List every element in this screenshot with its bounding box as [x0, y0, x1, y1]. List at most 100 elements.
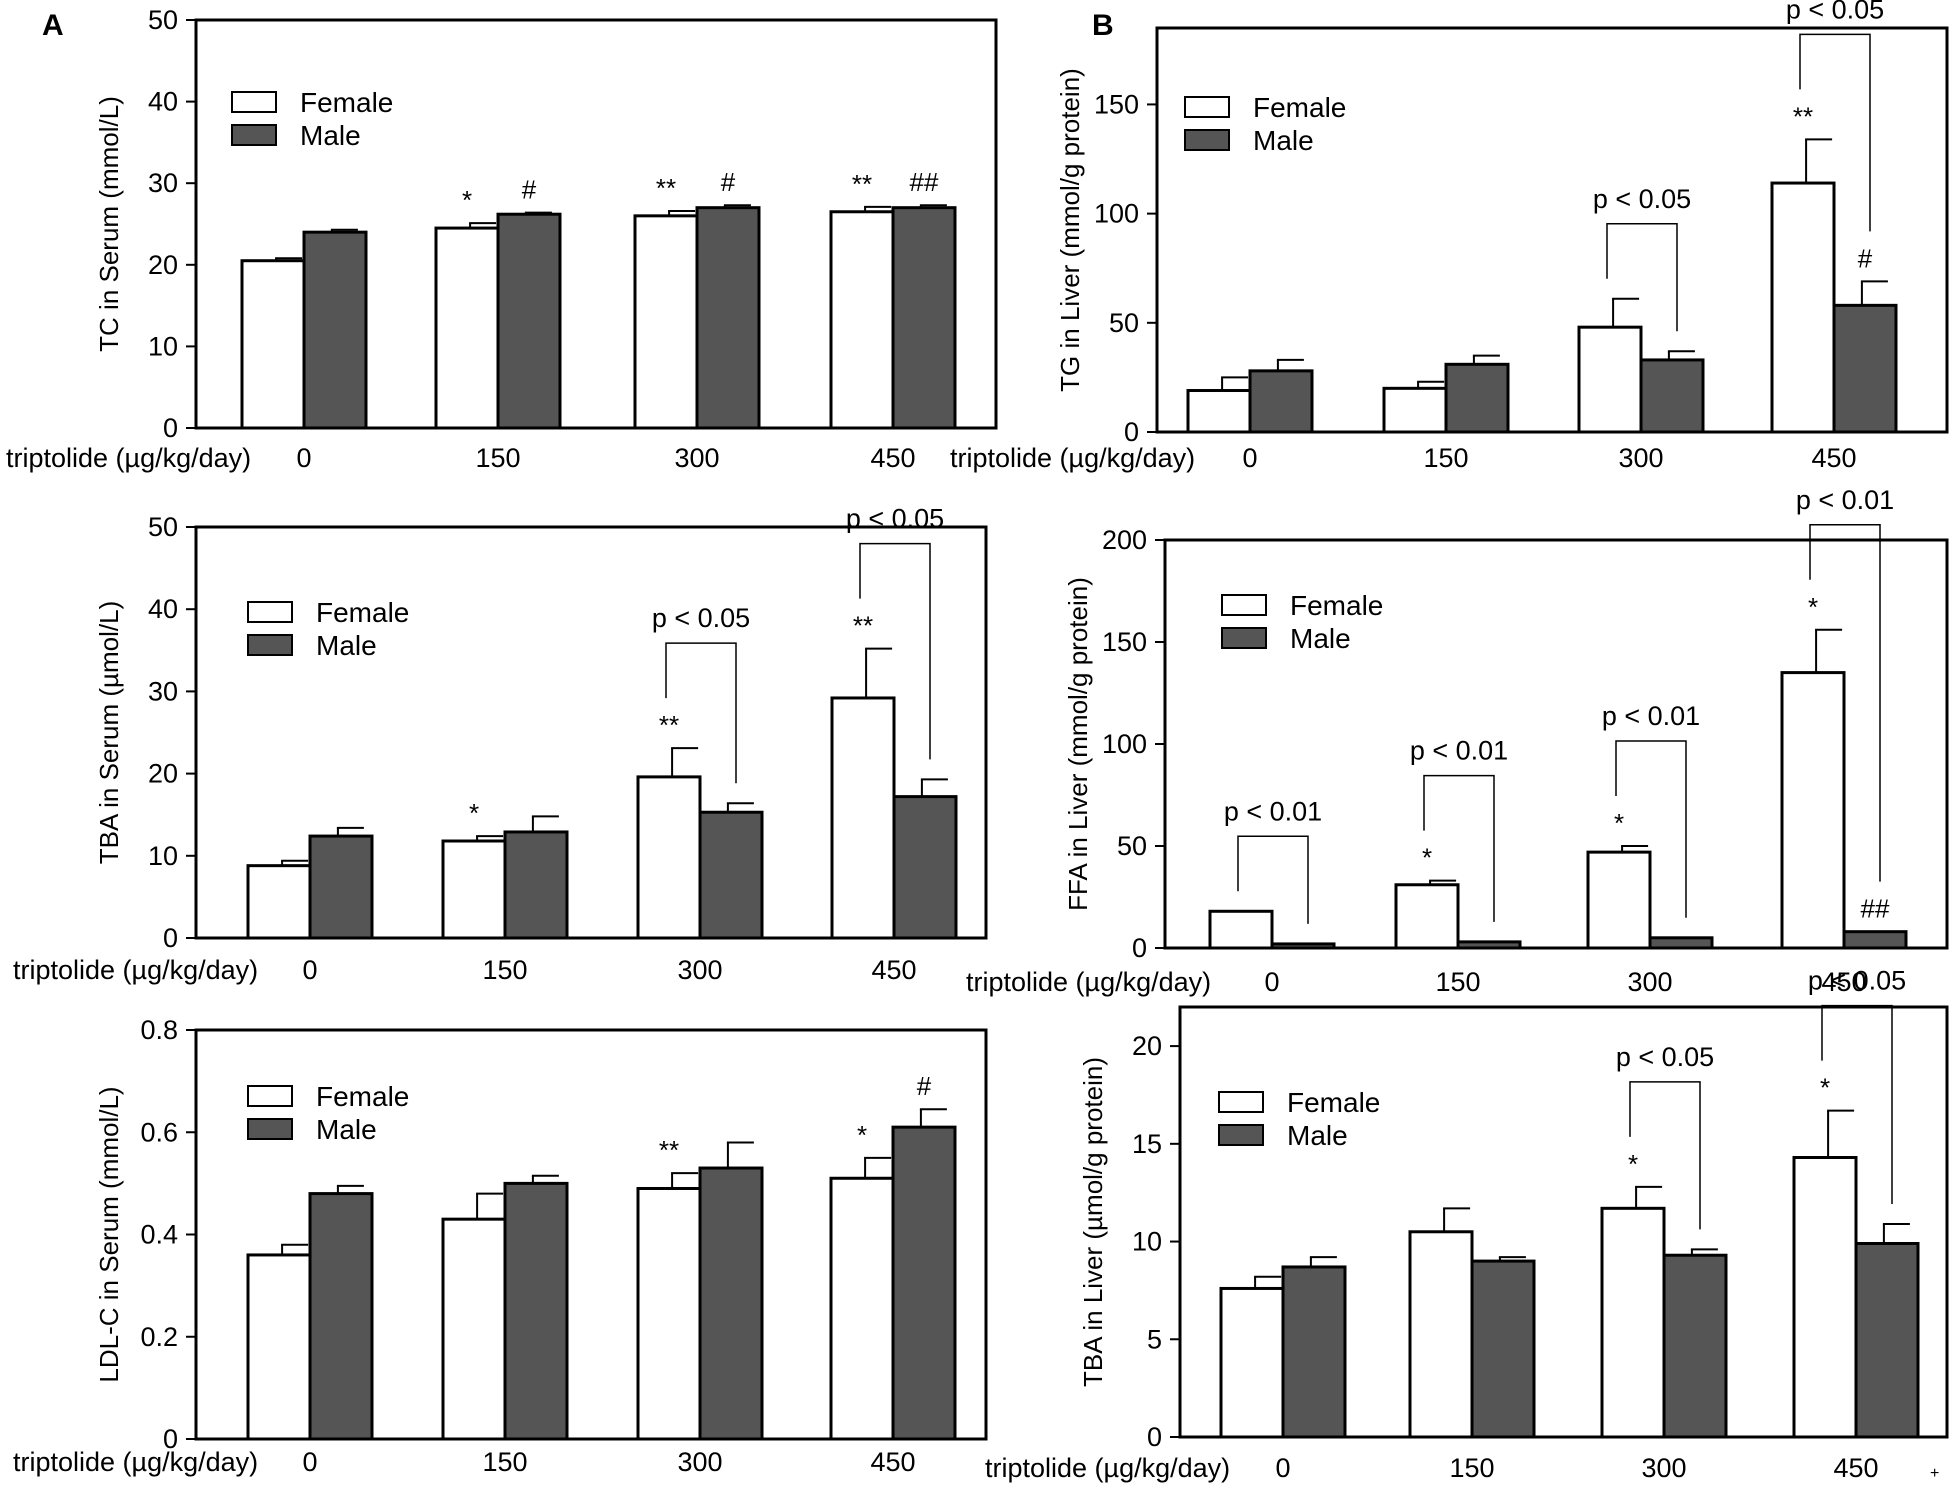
comparison-bracket	[1423, 774, 1495, 922]
bar-female-150	[1382, 386, 1448, 434]
x-axis-prefix: triptolide (µg/kg/day)	[13, 1447, 258, 1477]
comparison-pvalue: p < 0.05	[1593, 184, 1691, 214]
x-axis-prefix: triptolide (µg/kg/day)	[966, 967, 1211, 997]
significance-mark: *	[1820, 1073, 1830, 1103]
legend-label-male: Male	[1253, 125, 1314, 156]
x-axis-prefix: triptolide (µg/kg/day)	[6, 443, 251, 473]
x-tick-label: 0	[302, 955, 317, 985]
legend-label-female: Female	[316, 597, 409, 628]
y-tick-label: 15	[1132, 1129, 1162, 1159]
chart-tba-liver: 0 5 10 15 20 TBA in Liver (µmol/g protein) tri…	[985, 966, 1949, 1483]
x-axis-prefix: triptolide (µg/kg/day)	[13, 955, 258, 985]
bar-male-150	[496, 212, 562, 430]
x-tick-label: 0	[302, 1447, 317, 1477]
bar-male-450	[1832, 303, 1898, 434]
significance-mark: ##	[1861, 894, 1890, 924]
legend-label-female: Female	[1290, 590, 1383, 621]
y-tick-label: 150	[1102, 627, 1147, 657]
y-axis-title: TG in Liver (mmol/g protein)	[1055, 68, 1085, 392]
legend-swatch-male	[247, 634, 293, 656]
bar-female-450	[829, 210, 895, 430]
x-tick-label: 450	[871, 955, 916, 985]
y-tick-label: 50	[1109, 308, 1139, 338]
significance-mark: *	[462, 185, 472, 215]
legend-swatch-male	[231, 124, 277, 146]
x-tick-label: 150	[1423, 443, 1468, 473]
x-tick-label: 300	[677, 955, 722, 985]
y-tick-label: 30	[148, 168, 178, 198]
significance-mark: *	[1422, 843, 1432, 873]
bar-female-300	[633, 214, 699, 430]
comparison-pvalue: p < 0.01	[1602, 701, 1700, 731]
bar-male-150	[503, 830, 569, 940]
significance-mark: *	[1808, 592, 1818, 622]
significance-mark: *	[1614, 808, 1624, 838]
significance-mark: **	[853, 611, 873, 641]
x-tick-label: 450	[1811, 443, 1856, 473]
legend-label-female: Female	[300, 87, 393, 118]
y-tick-label: 0	[163, 413, 178, 443]
bar-male-300	[1639, 358, 1705, 434]
x-tick-label: 300	[1627, 967, 1672, 997]
bar-female-450	[1770, 181, 1836, 434]
y-tick-label: 10	[1132, 1227, 1162, 1257]
x-tick-label: 450	[1833, 1453, 1878, 1483]
significance-mark: **	[1793, 101, 1813, 131]
legend-label-female: Female	[316, 1081, 409, 1112]
y-tick-label: 150	[1094, 89, 1139, 119]
bar-female-300	[1577, 325, 1643, 434]
y-tick-label: 40	[148, 87, 178, 117]
y-tick-label: 5	[1147, 1324, 1162, 1354]
bar-female-450	[1792, 1156, 1858, 1439]
significance-mark: **	[659, 710, 679, 740]
bar-female-450	[830, 696, 896, 940]
bar-male-0	[1270, 942, 1336, 950]
plot-frame	[194, 18, 998, 430]
bar-female-150	[434, 226, 500, 430]
legend-label-male: Male	[316, 630, 377, 661]
x-tick-label: 150	[482, 1447, 527, 1477]
x-tick-label: 0	[1275, 1453, 1290, 1483]
comparison-bracket	[665, 642, 737, 784]
chart-ffa-liver: 0 50 100 150 200 FFA in Liver (mmol/g protein…	[966, 485, 1949, 997]
y-tick-label: 0.8	[140, 1015, 178, 1045]
bar-female-300	[636, 775, 702, 940]
comparison-pvalue: p < 0.05	[1808, 966, 1906, 996]
legend-swatch-female	[247, 1085, 293, 1107]
corner-mark: +	[1930, 1465, 1939, 1482]
significance-mark: #	[1858, 243, 1873, 273]
x-axis-prefix: triptolide (µg/kg/day)	[985, 1453, 1230, 1483]
bar-male-0	[302, 230, 368, 430]
significance-mark: *	[1628, 1149, 1638, 1179]
significance-mark: ##	[910, 167, 939, 197]
bar-female-0	[1186, 389, 1252, 434]
bar-female-450	[1780, 671, 1846, 950]
x-tick-label: 0	[296, 443, 311, 473]
bar-male-0	[308, 1192, 374, 1441]
bar-male-300	[698, 1166, 764, 1441]
bar-female-300	[1600, 1206, 1666, 1439]
bar-female-300	[1586, 850, 1652, 950]
y-tick-label: 50	[1117, 831, 1147, 861]
legend-label-female: Female	[1287, 1087, 1380, 1118]
y-tick-label: 10	[148, 331, 178, 361]
bar-male-0	[1281, 1265, 1347, 1439]
significance-mark: **	[852, 169, 872, 199]
bar-male-450	[1842, 930, 1908, 950]
y-tick-label: 0	[163, 1424, 178, 1454]
comparison-bracket	[1799, 33, 1871, 232]
y-axis-title: FFA in Liver (mmol/g protein)	[1063, 577, 1093, 911]
comparison-pvalue: p < 0.05	[1616, 1042, 1714, 1072]
comparison-bracket	[1629, 1081, 1701, 1230]
x-tick-label: 300	[674, 443, 719, 473]
plot-frame	[1155, 26, 1949, 434]
comparison-bracket	[1809, 524, 1881, 882]
bar-female-450	[829, 1176, 895, 1441]
comparison-bracket	[1237, 835, 1309, 924]
bar-female-150	[441, 839, 507, 940]
bar-male-450	[891, 1125, 957, 1441]
comparison-bracket	[1606, 223, 1678, 332]
x-tick-label: 300	[1618, 443, 1663, 473]
bar-male-450	[892, 795, 958, 940]
bar-male-150	[1444, 362, 1510, 434]
